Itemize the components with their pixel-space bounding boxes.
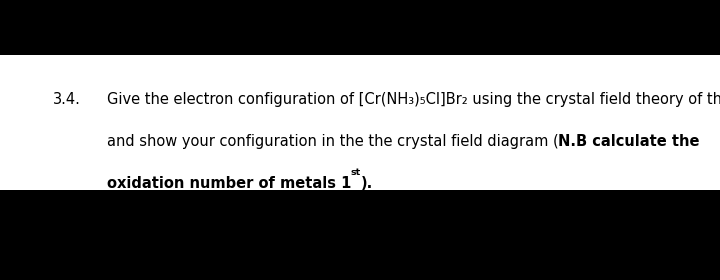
Text: and show your configuration in the the crystal field diagram (: and show your configuration in the the c… (107, 134, 558, 149)
Text: 3.4.: 3.4. (53, 92, 81, 107)
Bar (0, 0, 720, 55)
Text: st: st (351, 168, 361, 177)
Bar (0, 55, 720, 190)
Text: Give the electron configuration of [Cr(NH₃)₅Cl]Br₂ using the crystal field theor: Give the electron configuration of [Cr(N… (107, 92, 720, 107)
Text: oxidation number of metals 1: oxidation number of metals 1 (107, 176, 351, 191)
Bar (0, 190, 720, 280)
Text: ).: ). (361, 176, 374, 191)
Text: N.B calculate the: N.B calculate the (558, 134, 700, 149)
